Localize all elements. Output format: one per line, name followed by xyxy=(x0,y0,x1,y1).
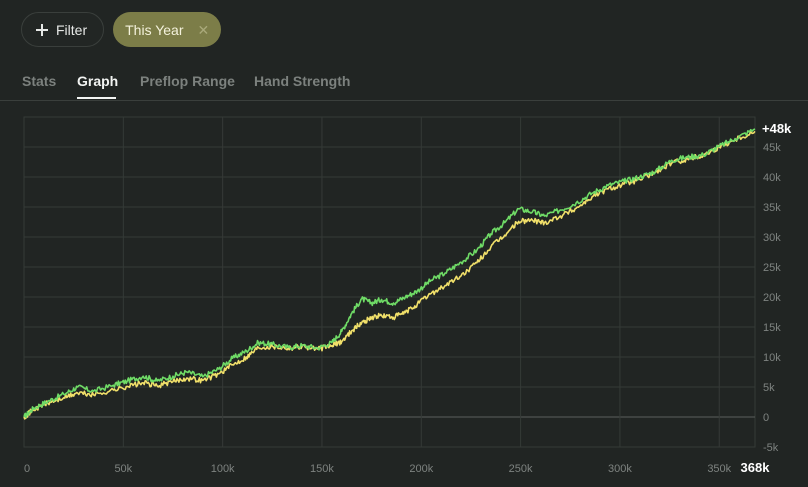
y-tick-label: -5k xyxy=(763,442,779,454)
x-tick-label: 0 xyxy=(24,463,30,475)
y-tick-label: 0 xyxy=(763,412,769,424)
y-tick-label: 45k xyxy=(763,142,781,154)
active-tab-indicator xyxy=(77,97,116,99)
y-tick-label: 5k xyxy=(763,382,775,394)
x-tick-label: 300k xyxy=(608,463,632,475)
y-tick-label: 20k xyxy=(763,292,781,304)
tab-graph[interactable]: Graph xyxy=(77,73,119,89)
tab-hand-strength[interactable]: Hand Strength xyxy=(254,73,351,89)
close-icon[interactable]: ✕ xyxy=(197,21,210,38)
x-tick-label: 50k xyxy=(114,463,132,475)
filter-bar: Filter This Year ✕ xyxy=(21,12,222,47)
y-tick-label: 25k xyxy=(763,262,781,274)
tab-stats[interactable]: Stats xyxy=(22,73,57,89)
plot-frame xyxy=(23,116,756,448)
x-tick-label: 200k xyxy=(409,463,433,475)
profit-chart-svg: 45k 40k 35k 30k 25k 20k 15k 10k 5k 0 -5k +48k 0 50k 10… xyxy=(23,116,792,475)
y-end-label: +48k xyxy=(762,121,792,136)
filter-button[interactable]: Filter xyxy=(21,12,105,47)
y-tick-label: 10k xyxy=(763,352,781,364)
chip-label: This Year xyxy=(125,21,184,38)
profit-graph: 45k 40k 35k 30k 25k 20k 15k 10k 5k 0 -5k +48k 0 50k 10… xyxy=(0,101,808,487)
plus-icon xyxy=(36,23,48,36)
filter-button-label: Filter xyxy=(56,21,88,38)
y-tick-label: 30k xyxy=(763,232,781,244)
tab-bar: Stats Graph Preflop Range Hand Strength xyxy=(0,66,808,101)
y-tick-label: 40k xyxy=(763,172,781,184)
y-tick-label: 35k xyxy=(763,202,781,214)
series-line-green xyxy=(23,128,756,419)
x-tick-label: 350k xyxy=(707,463,731,475)
x-tick-label: 250k xyxy=(509,463,533,475)
x-end-label: 368k xyxy=(741,460,771,475)
series-line-yellow xyxy=(23,130,756,420)
date-filter-chip[interactable]: This Year ✕ xyxy=(113,12,222,47)
tab-preflop-range[interactable]: Preflop Range xyxy=(140,73,235,89)
x-tick-label: 100k xyxy=(211,463,235,475)
x-tick-label: 150k xyxy=(310,463,334,475)
y-tick-label: 15k xyxy=(763,322,781,334)
